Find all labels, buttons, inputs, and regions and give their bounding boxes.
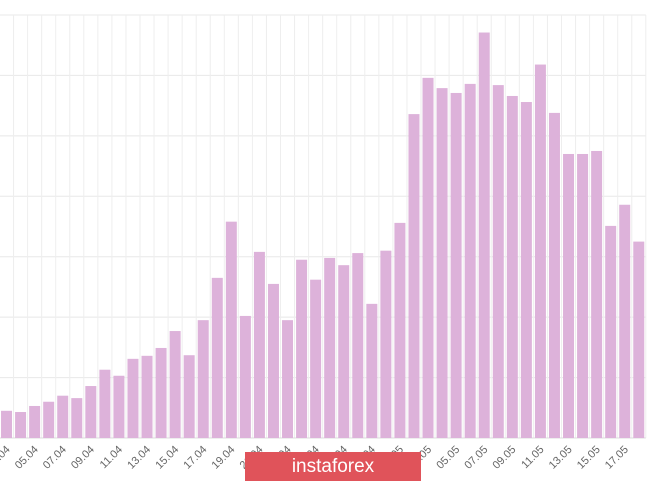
bar xyxy=(324,257,336,438)
bar xyxy=(338,265,350,438)
bar xyxy=(633,241,645,438)
x-tick-label: 11.05 xyxy=(519,444,546,471)
bar xyxy=(85,386,97,438)
x-tick-label: 03.04 xyxy=(0,444,13,472)
bar xyxy=(141,355,153,438)
x-tick-label: 05.05 xyxy=(434,444,462,472)
bar xyxy=(534,64,546,439)
bar xyxy=(563,153,575,438)
bar xyxy=(253,251,265,438)
x-tick-label: 11.04 xyxy=(98,444,125,471)
bar xyxy=(380,250,392,438)
bar xyxy=(520,102,532,438)
bar xyxy=(1,410,13,438)
x-tick-label: 07.04 xyxy=(41,444,69,472)
bar xyxy=(43,401,55,438)
bar xyxy=(408,114,420,439)
bar xyxy=(366,303,378,438)
bar xyxy=(492,85,504,439)
watermark-badge: instaforex xyxy=(245,452,421,481)
bar xyxy=(211,277,223,438)
bar xyxy=(282,320,294,438)
watermark-box xyxy=(245,452,421,481)
bar xyxy=(29,405,41,438)
bar xyxy=(450,92,462,439)
bar xyxy=(183,355,195,438)
x-tick-label: 15.04 xyxy=(153,444,181,472)
watermark: instaforex xyxy=(292,456,375,477)
bar xyxy=(296,259,308,438)
bar xyxy=(99,369,111,438)
bar xyxy=(71,398,83,438)
bar xyxy=(464,83,476,438)
x-tick-label: 09.05 xyxy=(491,444,519,472)
bar xyxy=(155,347,167,438)
bar xyxy=(548,112,560,438)
bar xyxy=(225,221,237,438)
bar xyxy=(57,395,69,438)
bar xyxy=(267,283,279,438)
bar xyxy=(478,32,490,438)
bar xyxy=(591,150,603,438)
bar xyxy=(422,77,434,439)
bars xyxy=(1,32,645,439)
x-tick-label: 17.05 xyxy=(603,444,631,472)
x-tick-label: 09.04 xyxy=(69,444,97,472)
bar xyxy=(169,331,181,438)
bar xyxy=(310,279,322,438)
bar xyxy=(239,315,251,438)
bar xyxy=(506,95,518,438)
grid xyxy=(0,14,647,439)
bar xyxy=(436,88,448,439)
bar xyxy=(577,153,589,438)
bar xyxy=(619,204,631,438)
x-tick-label: 07.05 xyxy=(462,444,490,472)
bar xyxy=(394,222,406,438)
bar xyxy=(605,225,617,438)
x-tick-label: 17.04 xyxy=(181,444,209,472)
bar xyxy=(15,412,27,438)
x-tick-label: 13.04 xyxy=(125,444,153,472)
bar xyxy=(113,375,125,438)
bar xyxy=(127,358,139,438)
x-tick-label: 19.04 xyxy=(210,444,238,472)
bar xyxy=(352,253,364,438)
bar xyxy=(197,320,209,438)
x-tick-label: 05.04 xyxy=(13,444,41,472)
x-tick-label: 13.05 xyxy=(547,444,575,472)
x-tick-label: 15.05 xyxy=(575,444,603,472)
